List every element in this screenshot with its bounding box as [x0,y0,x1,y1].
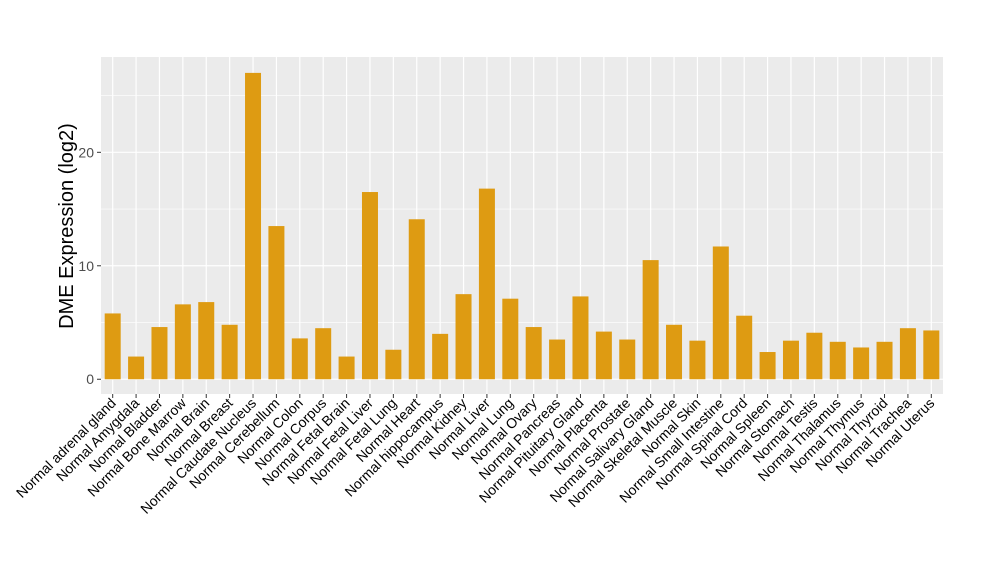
bar [899,328,916,380]
bar [385,349,402,380]
bar [642,260,659,380]
bar [712,246,729,380]
bar [782,340,799,380]
y-tick-label: 20 [78,144,94,160]
bar [432,333,449,380]
bar [174,304,191,380]
bar [619,339,636,380]
bar [572,296,589,380]
bar [736,315,753,380]
bar [315,328,332,380]
y-tick-label: 0 [86,371,94,387]
bar [549,339,566,380]
bar [595,331,612,380]
bar [128,356,145,380]
y-axis: 0 10 20 [78,144,101,387]
bars [104,72,940,380]
bar [923,330,940,380]
y-axis-label: DME Expression (log2) [56,123,78,329]
bar [408,219,425,380]
y-tick-label: 10 [78,258,94,274]
bar [759,352,776,380]
bar [806,332,823,380]
bar [104,313,121,380]
bar [245,72,262,380]
bar [876,341,893,380]
plot-panel [101,57,943,394]
bar [291,338,308,380]
bar [338,356,355,380]
bar [151,327,168,380]
bar [361,192,378,380]
bar [455,294,472,380]
bar [502,298,519,380]
bar [689,340,706,380]
bar [198,302,215,380]
bar [268,226,285,380]
bar [221,324,238,380]
bar [853,347,870,380]
bar [478,188,495,380]
bar [525,327,542,380]
bar [666,324,683,380]
bar [829,341,846,380]
